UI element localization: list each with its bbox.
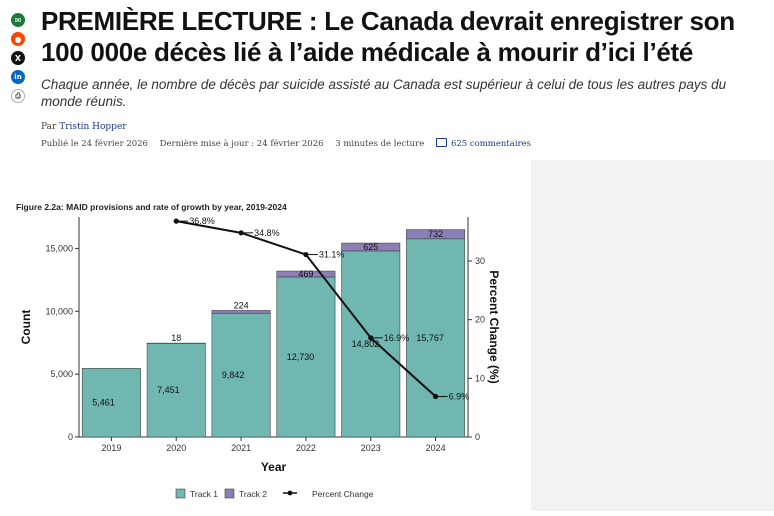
percent-change-label: 34.8% [254,228,280,238]
bar-label-track-2: 469 [298,269,313,279]
y2-tick-label: 20 [475,315,485,325]
x-tick-label: 2020 [166,443,186,453]
y-tick-label: 5,000 [50,369,73,379]
published-date: Publié le 24 février 2026 [41,139,148,149]
y-tick-label: 10,000 [45,306,73,316]
reddit-icon[interactable]: ● [11,32,25,46]
print-icon[interactable]: ⎙ [11,89,25,103]
comment-icon [436,138,447,147]
y2-tick-label: 10 [475,373,485,383]
byline: Par Tristin Hopper [41,122,127,132]
percent-change-label: 16.9% [384,333,410,343]
legend-label-percent: Percent Change [312,489,374,499]
chart-figure: Figure 2.2a: MAID provisions and rate of… [0,190,531,511]
mail-icon[interactable]: ✉ [11,13,25,27]
percent-change-label: 6.9% [449,392,470,402]
bar-label-track-2: 732 [428,229,443,239]
chart-title: Figure 2.2a: MAID provisions and rate of… [16,202,287,212]
y2-tick-label: 0 [475,432,480,442]
percent-change-label: 36.8% [189,216,215,226]
legend-swatch-track-1 [176,489,185,498]
bar-track-2 [212,310,270,313]
legend-swatch-track-2 [225,489,234,498]
x-tick-label: 2023 [361,443,381,453]
author-link[interactable]: Tristin Hopper [59,122,126,132]
updated-date: Dernière mise à jour : 24 février 2026 [160,139,324,149]
bar-label-track-1: 15,767 [416,333,444,343]
bar-label-track-2: 224 [234,300,249,310]
x-tick-label: 2024 [426,443,446,453]
bar-label-track-1: 7,451 [157,385,180,395]
x-tick-label: 2021 [231,443,251,453]
ad-sidebar [531,160,774,511]
legend-label-track-1: Track 1 [190,489,218,499]
y-tick-label: 0 [68,432,73,442]
x-tick-label: 2022 [296,443,316,453]
comments-count: 625 commentaires [451,139,531,149]
percent-change-label: 31.1% [319,250,345,260]
bar-label-track-2: 625 [363,242,378,252]
x-icon[interactable]: X [11,51,25,65]
byline-prefix: Par [41,122,56,132]
x-axis-title: Year [261,460,287,474]
article-dek: Chaque année, le nombre de décès par sui… [41,76,761,110]
article-meta: Publié le 24 février 2026 Dernière mise … [41,138,549,149]
legend-label-track-2: Track 2 [239,489,267,499]
y-axis-title: Count [19,310,33,345]
bar-label-track-1: 5,461 [92,398,115,408]
bar-label-track-1: 12,730 [287,352,315,362]
read-time: 3 minutes de lecture [335,139,424,149]
y2-tick-label: 30 [475,256,485,266]
legend-point-percent [288,491,293,496]
article-title: PREMIÈRE LECTURE : Le Canada devrait enr… [41,6,761,68]
comments-link[interactable]: 625 commentaires [436,139,540,149]
maid-chart: Figure 2.2a: MAID provisions and rate of… [0,190,531,511]
y-tick-label: 15,000 [45,243,73,253]
x-tick-label: 2019 [101,443,121,453]
share-bar: ✉ ● X in ⎙ [10,13,26,108]
bar-label-track-1: 9,842 [222,370,245,380]
bar-label-track-2: 18 [171,333,181,343]
y2-axis-title: Percent Change (%) [487,270,501,383]
linkedin-icon[interactable]: in [11,70,25,84]
